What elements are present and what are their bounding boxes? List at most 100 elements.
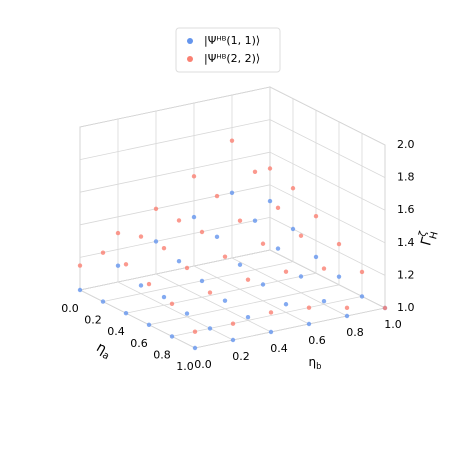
point bbox=[252, 218, 258, 223]
point bbox=[267, 166, 273, 171]
y-tick-label: 0.2 bbox=[232, 350, 250, 363]
point bbox=[176, 218, 182, 223]
grid-line bbox=[125, 272, 317, 314]
grid-line bbox=[231, 257, 348, 317]
point bbox=[382, 305, 388, 311]
point bbox=[153, 239, 159, 244]
point bbox=[313, 213, 319, 219]
point bbox=[123, 311, 129, 316]
grid-line bbox=[79, 119, 271, 160]
z-tick-label: 1.4 bbox=[397, 236, 415, 249]
grid-line bbox=[269, 217, 386, 276]
point bbox=[199, 229, 205, 235]
point bbox=[229, 138, 235, 143]
point bbox=[115, 230, 121, 236]
x-tick-label: 0.4 bbox=[107, 325, 125, 338]
grid-line bbox=[117, 281, 234, 341]
point bbox=[207, 326, 213, 331]
legend-box bbox=[175, 27, 281, 73]
point bbox=[191, 214, 197, 220]
point bbox=[229, 190, 235, 195]
legend-label: |Ψᴴᴮ(1, 1)⟩ bbox=[204, 34, 260, 47]
grid-line bbox=[155, 273, 272, 333]
point bbox=[184, 265, 190, 271]
grid-line bbox=[79, 86, 271, 128]
point bbox=[306, 321, 312, 327]
z-tick-label: 1.6 bbox=[397, 203, 415, 216]
point bbox=[138, 283, 144, 288]
point bbox=[123, 262, 129, 267]
grid-line bbox=[193, 265, 310, 325]
point bbox=[283, 302, 289, 307]
point bbox=[321, 298, 327, 304]
points bbox=[77, 138, 388, 351]
point bbox=[100, 299, 106, 304]
point bbox=[321, 266, 327, 271]
point bbox=[313, 254, 319, 260]
point bbox=[344, 313, 350, 319]
point bbox=[336, 241, 342, 247]
point bbox=[245, 314, 251, 320]
point bbox=[336, 274, 342, 279]
point bbox=[222, 298, 228, 303]
zlabel-label-sup: ζ bbox=[417, 230, 429, 238]
grid-line bbox=[269, 184, 386, 244]
x-tick-label: 0.2 bbox=[84, 314, 102, 327]
point bbox=[115, 263, 121, 268]
point bbox=[161, 294, 167, 300]
grid-line bbox=[102, 261, 294, 302]
grid-line bbox=[269, 86, 386, 146]
point bbox=[230, 337, 236, 343]
point bbox=[77, 287, 83, 293]
point bbox=[252, 169, 258, 174]
point bbox=[306, 305, 312, 310]
point bbox=[359, 294, 365, 299]
point bbox=[146, 322, 152, 327]
point bbox=[260, 282, 266, 287]
grid-line bbox=[79, 217, 271, 258]
point bbox=[290, 186, 296, 191]
point bbox=[260, 241, 266, 246]
point bbox=[344, 305, 350, 311]
point bbox=[161, 245, 167, 251]
legend-marker bbox=[187, 38, 193, 44]
point bbox=[77, 263, 83, 268]
y-tick-label: 0.4 bbox=[270, 342, 288, 355]
z-tick-label: 2.0 bbox=[397, 138, 415, 151]
point bbox=[146, 281, 152, 287]
point bbox=[100, 250, 106, 255]
point bbox=[237, 218, 243, 223]
z-tick-label: 1.8 bbox=[397, 171, 415, 184]
ylabel-label: ηb bbox=[309, 355, 322, 371]
point bbox=[138, 234, 144, 239]
z-tick-label: 1.2 bbox=[397, 268, 415, 281]
point bbox=[268, 310, 274, 315]
x-tick-label: 0.0 bbox=[61, 302, 79, 315]
grid-line bbox=[79, 151, 271, 193]
grid-line bbox=[148, 284, 340, 326]
x-tick-label: 1.0 bbox=[176, 360, 194, 373]
point bbox=[298, 274, 304, 279]
point bbox=[222, 254, 228, 259]
grid-line bbox=[269, 249, 386, 309]
point bbox=[283, 269, 289, 274]
point bbox=[214, 234, 220, 240]
point bbox=[359, 269, 365, 275]
point bbox=[169, 334, 175, 339]
y-tick-label: 0.0 bbox=[194, 358, 212, 371]
point bbox=[207, 290, 213, 295]
point bbox=[245, 277, 251, 282]
legend: |Ψᴴᴮ(1, 1)⟩ |Ψᴴᴮ(2, 2)⟩ bbox=[175, 27, 281, 73]
point bbox=[237, 262, 243, 267]
point bbox=[214, 193, 220, 199]
zlabel-label: ΓζH bbox=[415, 228, 440, 249]
point bbox=[169, 301, 175, 306]
grid-line bbox=[79, 289, 196, 349]
point bbox=[191, 174, 197, 179]
ylabel-label-base: η bbox=[309, 355, 317, 369]
point bbox=[153, 206, 159, 211]
x-tick-label: 0.8 bbox=[153, 348, 171, 361]
grid-line bbox=[269, 151, 386, 211]
